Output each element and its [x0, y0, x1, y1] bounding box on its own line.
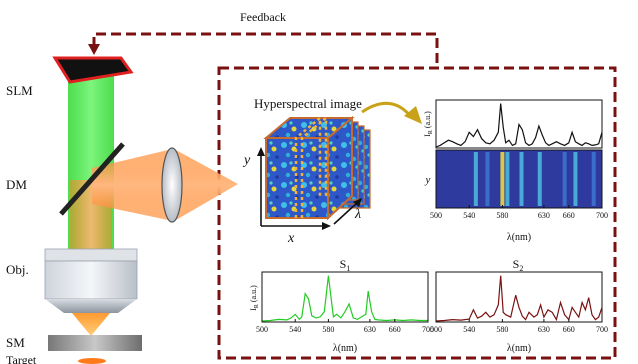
x-tick-label: 580: [322, 325, 334, 334]
x-tick-label: 660: [563, 211, 575, 220]
feedback-loop: [88, 32, 439, 67]
feedback-arrowhead: [88, 44, 100, 55]
x-tick-label: 500: [430, 211, 442, 220]
x-tick-label: 540: [289, 325, 301, 334]
s1-ylabel: IR (a.u.): [249, 285, 260, 311]
heatmap-band: [573, 152, 578, 206]
s2-chart: S2 500 540 580 630 660 700 λ(nm): [430, 257, 608, 354]
x-tick-label: 700: [596, 211, 608, 220]
dichroic-mirror: [59, 142, 125, 216]
x-tick-label: 540: [463, 211, 475, 220]
slm: [52, 56, 134, 84]
x-tick-label: 630: [538, 211, 550, 220]
x-tick-label: 540: [463, 325, 475, 334]
sm-label: SM: [6, 335, 25, 350]
dm-label: DM: [6, 177, 27, 192]
objective: [44, 248, 138, 313]
s1-chart: S1 500 540 580 630 660 700 λ(nm) IR (a.u.): [249, 257, 434, 354]
heatmap-band: [537, 152, 542, 206]
s2-title: S2: [513, 257, 524, 273]
analysis-box: [217, 66, 617, 360]
x-tick-label: 700: [422, 325, 434, 334]
heatmap-band: [505, 152, 510, 206]
spectral-heatmap: y 500 540 580 630 660 700 λ(nm): [425, 149, 608, 243]
s2-line: [435, 275, 603, 322]
heatmap-band: [519, 152, 524, 206]
x-tick-label: 580: [496, 325, 508, 334]
cube-x-label: x: [287, 231, 295, 246]
scattering-medium: [48, 335, 142, 351]
orange-beam-horizontal: [92, 150, 168, 220]
heatmap-band: [562, 152, 567, 206]
heatmap-xlabel: λ(nm): [507, 232, 531, 243]
cube-axis-lambda: [333, 201, 359, 225]
feedback-label: Feedback: [240, 10, 286, 24]
x-tick-label: 630: [364, 325, 376, 334]
s1-line: [261, 275, 428, 322]
x-tick-label: 500: [256, 325, 268, 334]
s1-xlabel: λ(nm): [333, 343, 357, 354]
s1-title: S1: [340, 257, 351, 273]
top-spectrum-chart: IR (a.u.): [423, 99, 603, 149]
top-spectrum-line: [435, 103, 603, 148]
x-tick-label: 500: [430, 325, 442, 334]
hyperspectral-label: Hyperspectral image: [254, 96, 362, 111]
x-tick-label: 660: [389, 325, 401, 334]
x-tick-label: 630: [538, 325, 550, 334]
lens: [161, 147, 183, 223]
curved-arrow-head: [404, 106, 422, 124]
heatmap-band: [473, 152, 478, 206]
x-tick-label: 660: [563, 325, 575, 334]
hyperspectral-cube: [263, 115, 371, 221]
orange-beam-focus: [176, 150, 238, 220]
cube-lambda-label: λ: [354, 207, 361, 222]
top-spectrum-ylabel: IR (a.u.): [423, 111, 434, 137]
heatmap-band: [500, 152, 505, 206]
x-tick-label: 700: [596, 325, 608, 334]
x-tick-label: 580: [496, 211, 508, 220]
heatmap-band: [485, 152, 490, 206]
objective-label: Obj.: [6, 262, 29, 277]
heatmap-ylabel: y: [425, 174, 431, 186]
cube-y-label: y: [242, 153, 251, 168]
target-label: Target: [6, 353, 37, 364]
focus-cone: [72, 313, 110, 336]
slm-label: SLM: [6, 83, 33, 98]
target-spot: [78, 358, 106, 364]
s2-xlabel: λ(nm): [507, 343, 531, 354]
heatmap-band: [591, 152, 596, 206]
